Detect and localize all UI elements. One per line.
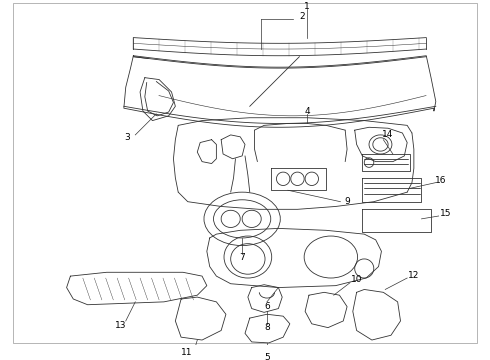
Text: 10: 10 <box>351 275 363 284</box>
Text: 2: 2 <box>299 12 305 21</box>
Text: 1: 1 <box>304 1 310 10</box>
Text: 11: 11 <box>181 348 193 357</box>
Text: 15: 15 <box>440 209 451 218</box>
Text: 3: 3 <box>125 133 130 142</box>
Text: 9: 9 <box>344 197 350 206</box>
Text: 5: 5 <box>264 353 270 360</box>
Text: 13: 13 <box>115 321 127 330</box>
Text: 7: 7 <box>239 252 245 261</box>
Text: 8: 8 <box>264 323 270 332</box>
Text: 6: 6 <box>264 302 270 311</box>
Text: 4: 4 <box>304 107 310 116</box>
Text: 14: 14 <box>382 130 394 139</box>
Text: 12: 12 <box>408 271 419 280</box>
Text: 16: 16 <box>435 176 446 185</box>
